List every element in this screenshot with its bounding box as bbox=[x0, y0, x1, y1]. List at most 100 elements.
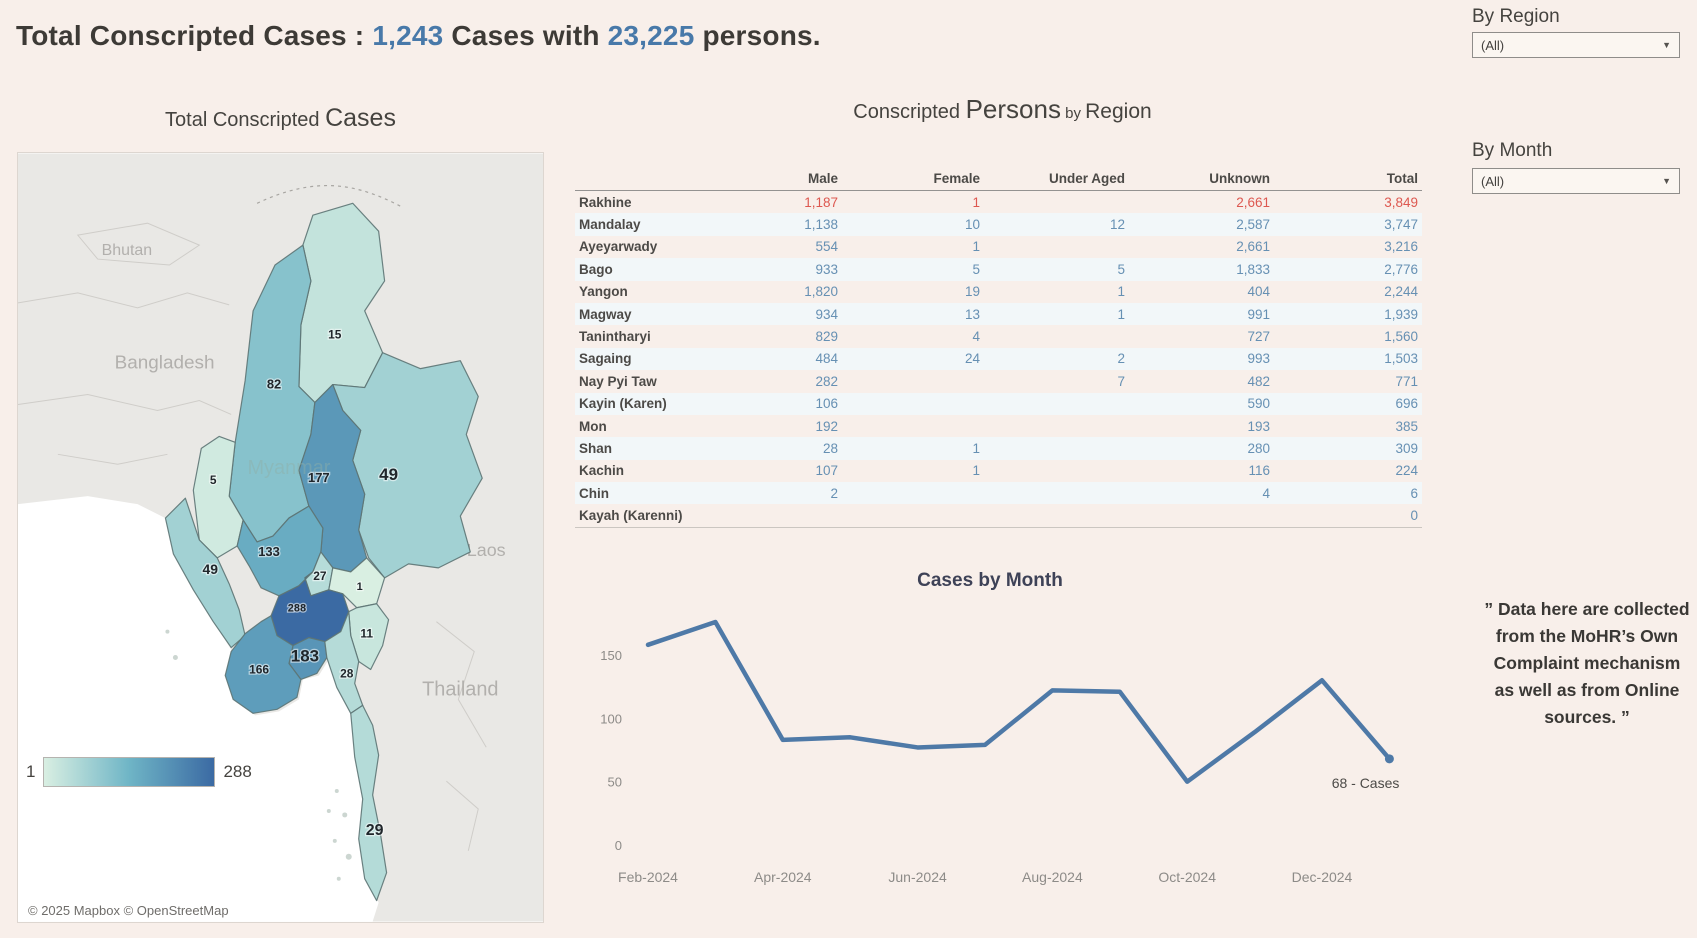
table-row[interactable]: Kayah (Karenni) 0 bbox=[575, 504, 1422, 528]
table-row[interactable]: Kayin (Karen) 106 590 696 bbox=[575, 392, 1422, 415]
value-cell[interactable] bbox=[984, 504, 1129, 528]
value-cell[interactable]: 484 bbox=[815, 351, 838, 367]
value-cell[interactable] bbox=[984, 415, 1129, 437]
region-name-cell[interactable]: Shan bbox=[579, 440, 613, 456]
value-cell[interactable]: 12 bbox=[1109, 217, 1125, 233]
value-cell[interactable]: 934 bbox=[815, 306, 838, 322]
value-cell[interactable]: 19 bbox=[964, 284, 980, 300]
region-name-cell[interactable]: Nay Pyi Taw bbox=[579, 373, 657, 389]
table-row[interactable]: Nay Pyi Taw 282 7 482 771 bbox=[575, 370, 1422, 392]
value-cell[interactable]: 5 bbox=[1117, 261, 1125, 277]
value-cell[interactable]: 10 bbox=[964, 217, 980, 233]
value-cell[interactable]: 1,939 bbox=[1384, 306, 1418, 322]
value-cell[interactable]: 933 bbox=[815, 261, 838, 277]
value-cell[interactable]: 2,587 bbox=[1236, 217, 1270, 233]
map-region-ayeyarwady[interactable] bbox=[224, 615, 302, 714]
value-cell[interactable] bbox=[984, 437, 1129, 459]
value-cell[interactable]: 991 bbox=[1247, 306, 1270, 322]
value-cell[interactable]: 2,244 bbox=[1384, 284, 1418, 300]
value-cell[interactable]: 696 bbox=[1395, 396, 1418, 412]
value-cell[interactable] bbox=[745, 504, 842, 528]
value-cell[interactable]: 1,138 bbox=[804, 217, 838, 233]
value-cell[interactable]: 482 bbox=[1247, 373, 1270, 389]
value-cell[interactable]: 771 bbox=[1395, 373, 1418, 389]
region-name-cell[interactable]: Mandalay bbox=[579, 217, 641, 233]
region-name-cell[interactable]: Kayin (Karen) bbox=[579, 396, 667, 412]
value-cell[interactable]: 1,820 bbox=[804, 284, 838, 300]
value-cell[interactable]: 2 bbox=[1117, 351, 1125, 367]
value-cell[interactable]: 1 bbox=[972, 463, 980, 479]
region-name-cell[interactable]: Rakhine bbox=[579, 194, 632, 210]
value-cell[interactable] bbox=[984, 325, 1129, 347]
table-row[interactable]: Chin 2 4 6 bbox=[575, 482, 1422, 505]
value-cell[interactable]: 2,661 bbox=[1236, 194, 1270, 210]
value-cell[interactable] bbox=[1129, 504, 1274, 528]
value-cell[interactable]: 309 bbox=[1395, 440, 1418, 456]
col-header-female[interactable]: Female bbox=[842, 166, 984, 191]
value-cell[interactable]: 7 bbox=[1117, 373, 1125, 389]
value-cell[interactable]: 385 bbox=[1395, 418, 1418, 434]
value-cell[interactable]: 0 bbox=[1274, 504, 1422, 528]
map-region-tanintharyi[interactable] bbox=[350, 704, 388, 902]
table-row[interactable]: Yangon 1,820 19 1 404 2,244 bbox=[575, 281, 1422, 303]
value-cell[interactable]: 993 bbox=[1247, 351, 1270, 367]
value-cell[interactable]: 1,560 bbox=[1384, 329, 1418, 345]
value-cell[interactable]: 4 bbox=[972, 329, 980, 345]
value-cell[interactable]: 1 bbox=[972, 239, 980, 255]
value-cell[interactable] bbox=[842, 415, 984, 437]
value-cell[interactable]: 1 bbox=[1117, 306, 1125, 322]
value-cell[interactable]: 554 bbox=[815, 239, 838, 255]
value-cell[interactable]: 1,503 bbox=[1384, 351, 1418, 367]
value-cell[interactable]: 590 bbox=[1247, 396, 1270, 412]
value-cell[interactable]: 727 bbox=[1247, 329, 1270, 345]
region-name-cell[interactable]: Mon bbox=[579, 418, 607, 434]
value-cell[interactable] bbox=[842, 393, 984, 415]
value-cell[interactable]: 2,661 bbox=[1236, 239, 1270, 255]
value-cell[interactable] bbox=[984, 482, 1129, 504]
table-row[interactable]: Mandalay 1,138 10 12 2,587 3,747 bbox=[575, 213, 1422, 236]
map-region-rakhine[interactable] bbox=[164, 497, 246, 649]
value-cell[interactable]: 280 bbox=[1247, 440, 1270, 456]
table-row[interactable]: Kachin 107 1 116 224 bbox=[575, 460, 1422, 482]
value-cell[interactable] bbox=[842, 504, 984, 528]
region-filter-dropdown[interactable]: (All) ▼ bbox=[1472, 32, 1680, 58]
map-attribution[interactable]: © 2025 Mapbox © OpenStreetMap bbox=[24, 902, 233, 919]
table-row[interactable]: Rakhine 1,187 1 2,661 3,849 bbox=[575, 191, 1422, 214]
value-cell[interactable]: 3,216 bbox=[1384, 239, 1418, 255]
table-row[interactable]: Shan 28 1 280 309 bbox=[575, 437, 1422, 460]
legend-gradient-bar[interactable] bbox=[43, 757, 216, 787]
value-cell[interactable] bbox=[984, 460, 1129, 482]
table-row[interactable]: Magway 934 13 1 991 1,939 bbox=[575, 302, 1422, 326]
table-row[interactable]: Sagaing 484 24 2 993 1,503 bbox=[575, 347, 1422, 371]
value-cell[interactable]: 192 bbox=[815, 418, 838, 434]
table-row[interactable]: Ayeyarwady 554 1 2,661 3,216 bbox=[575, 236, 1422, 258]
value-cell[interactable]: 116 bbox=[1248, 463, 1270, 479]
region-name-cell[interactable]: Magway bbox=[579, 306, 632, 322]
region-name-cell[interactable]: Yangon bbox=[579, 284, 628, 300]
region-name-cell[interactable]: Kachin bbox=[579, 463, 625, 479]
value-cell[interactable] bbox=[842, 482, 984, 504]
col-header-male[interactable]: Male bbox=[745, 166, 842, 191]
value-cell[interactable]: 107 bbox=[815, 463, 838, 479]
col-header-under-aged[interactable]: Under Aged bbox=[984, 166, 1129, 191]
value-cell[interactable]: 6 bbox=[1410, 485, 1418, 501]
table-row[interactable]: Bago 933 5 5 1,833 2,776 bbox=[575, 258, 1422, 281]
value-cell[interactable] bbox=[984, 191, 1129, 214]
value-cell[interactable]: 1 bbox=[1117, 284, 1125, 300]
cases-line[interactable] bbox=[645, 619, 1392, 784]
value-cell[interactable] bbox=[842, 370, 984, 392]
value-cell[interactable]: 404 bbox=[1247, 284, 1270, 300]
value-cell[interactable]: 28 bbox=[822, 440, 838, 456]
value-cell[interactable]: 224 bbox=[1395, 463, 1418, 479]
last-point-marker[interactable] bbox=[1384, 754, 1394, 764]
region-name-cell[interactable]: Tanintharyi bbox=[579, 329, 651, 345]
value-cell[interactable]: 193 bbox=[1247, 418, 1270, 434]
value-cell[interactable]: 24 bbox=[964, 351, 980, 367]
value-cell[interactable]: 2 bbox=[830, 485, 838, 501]
region-name-cell[interactable]: Kayah (Karenni) bbox=[575, 504, 745, 528]
table-row[interactable]: Tanintharyi 829 4 727 1,560 bbox=[575, 325, 1422, 347]
region-name-cell[interactable]: Bago bbox=[579, 261, 613, 277]
value-cell[interactable]: 829 bbox=[815, 329, 838, 345]
col-header-total[interactable]: Total bbox=[1274, 166, 1422, 191]
value-cell[interactable]: 3,849 bbox=[1384, 194, 1418, 210]
